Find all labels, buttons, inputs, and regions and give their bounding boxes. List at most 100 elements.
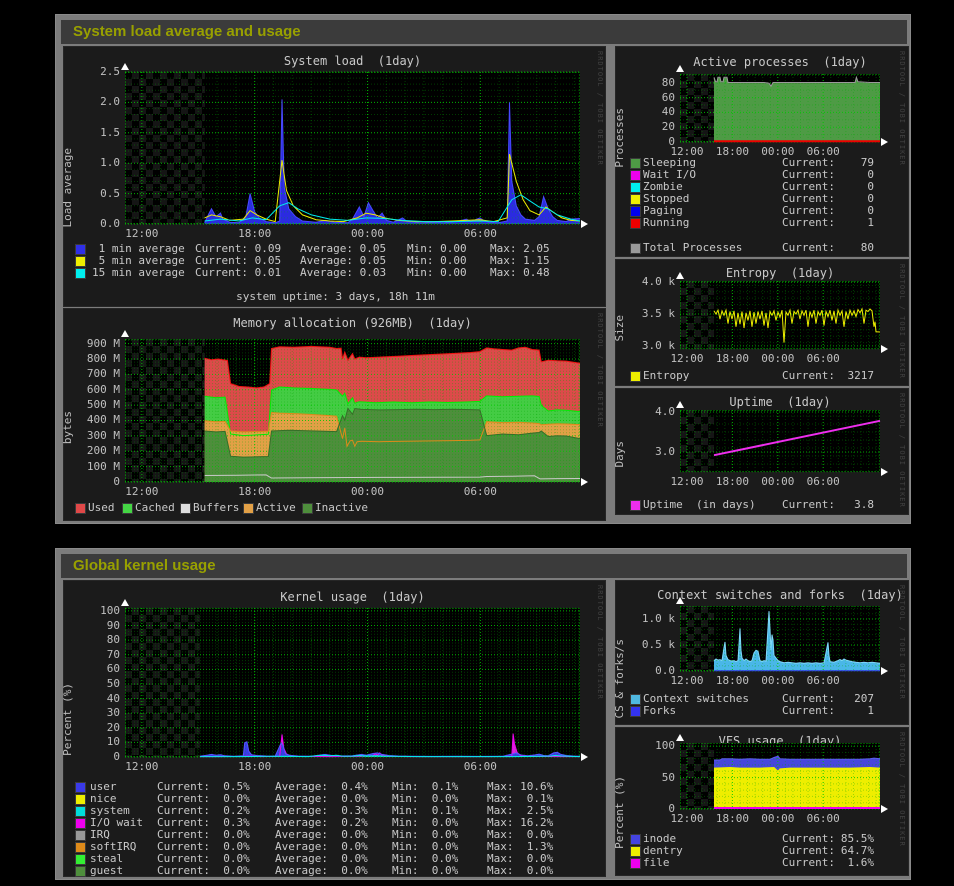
- x-tick-label: 06:00: [463, 760, 497, 773]
- chart-title: Uptime (1day): [729, 395, 831, 409]
- x-tick-label: 00:00: [761, 352, 795, 365]
- legend-current-label: Current:: [782, 692, 835, 705]
- y-tick-label: 50: [661, 770, 675, 784]
- x-tick-label: 00:00: [350, 485, 385, 498]
- y-axis-arrow-icon: [121, 599, 129, 606]
- y-axis-arrow-icon: [676, 597, 684, 604]
- legend-current-value: 1: [867, 704, 874, 717]
- legend-stat: Max: 2.05: [490, 242, 550, 255]
- legend-current-label: Current:: [782, 844, 835, 857]
- legend-current-value: 0: [867, 168, 874, 181]
- legend-label: system: [90, 804, 130, 817]
- legend-label: IRQ: [90, 828, 110, 841]
- y-tick-label: 1.5: [100, 125, 120, 139]
- y-tick-label: 60: [106, 662, 120, 676]
- y-tick-label: 20: [106, 720, 120, 734]
- y-tick-label: 0: [668, 135, 675, 148]
- legend-color-box: [75, 268, 86, 279]
- nodata-region: [680, 410, 714, 472]
- x-axis-arrow-icon: [881, 468, 888, 476]
- legend-label: Zombie: [643, 180, 683, 193]
- x-tick-label: 06:00: [806, 352, 840, 365]
- nodata-region: [680, 74, 714, 142]
- section-header-system-load: System load average and usage: [61, 20, 907, 44]
- plot-canvas: [680, 410, 881, 473]
- entropy-chart[interactable]: Entropy (1day) Size 3.0 k 3.5 k 4.0 k 12:00 18…: [613, 259, 909, 386]
- legend-stat: Current: 0.05: [195, 254, 282, 267]
- rrdtool-watermark: RRDTOOL / TOBI OETIKER: [596, 51, 604, 166]
- legend-stat: Min: 0.0%: [392, 816, 459, 829]
- x-axis-arrow-icon: [881, 805, 888, 813]
- legend-color-box: [630, 846, 641, 857]
- legend-current-value: 80: [860, 241, 874, 254]
- system-load-chart[interactable]: System load (1day) Load average 0.0 0.5 1.0 1…: [61, 46, 606, 307]
- legend-stat: Average: 0.4%: [275, 780, 368, 793]
- chart-title: Context switches and forks (1day): [657, 588, 903, 602]
- x-tick-label: 18:00: [715, 674, 749, 687]
- legend-color-box: [302, 503, 313, 514]
- legend-label: 5 min average: [92, 254, 185, 267]
- x-tick-label: 18:00: [238, 760, 272, 773]
- plot-canvas: [680, 743, 881, 810]
- legend-current-value: 85.5%: [840, 832, 874, 845]
- legend-label: Forks: [643, 704, 677, 717]
- x-tick-label: 00:00: [761, 475, 795, 488]
- legend-stat: Max: 1.3%: [487, 840, 554, 853]
- legend-color-box: [180, 503, 191, 514]
- x-axis-arrow-icon: [881, 345, 888, 353]
- y-tick-label: 600 M: [86, 382, 120, 396]
- memory-allocation-chart[interactable]: Memory allocation (926MB) (1day) bytes 0 10…: [61, 308, 606, 521]
- chart-title: Memory allocation (926MB) (1day): [233, 316, 472, 330]
- y-tick-label: 100 M: [86, 459, 120, 473]
- legend-current-label: Current:: [782, 168, 835, 181]
- legend-color-box: [630, 194, 641, 205]
- section-title: Global kernel usage: [73, 557, 216, 574]
- uptime-chart[interactable]: Uptime (1day) Days 3.0 4.0 12:00 18:00 00:00 06…: [613, 388, 909, 515]
- legend-stat: Max: 2.5%: [487, 804, 554, 817]
- y-tick-label: 30: [106, 706, 120, 720]
- legend-current-value: 0: [867, 192, 874, 205]
- x-axis-arrow-icon: [581, 220, 588, 228]
- legend-stat: Average: 0.0%: [275, 864, 368, 877]
- legend-color-box: [630, 371, 641, 382]
- legend-stat: Current: 0.09: [195, 242, 282, 255]
- legend-stat: Average: 0.05: [300, 242, 387, 255]
- rrdtool-watermark: RRDTOOL / TOBI OETIKER: [898, 393, 906, 508]
- legend-current-label: Current:: [782, 498, 835, 511]
- legend-color-box: [75, 830, 86, 841]
- y-tick-label: 300 M: [86, 428, 120, 442]
- y-tick-label: 3.0: [655, 445, 675, 458]
- context-switches-chart[interactable]: Context switches and forks (1day) CS & fo…: [613, 580, 909, 725]
- kernel-usage-chart[interactable]: Kernel usage (1day) Percent (%) 0 10 20 30 40 5…: [61, 580, 606, 877]
- x-tick-label: 06:00: [806, 674, 840, 687]
- legend-current-value: 3.8: [854, 498, 874, 511]
- plot-canvas: [125, 71, 581, 225]
- x-tick-label: 18:00: [715, 812, 749, 825]
- legend-current-value: 3217: [847, 369, 875, 382]
- y-tick-label: 100: [100, 603, 120, 617]
- legend-stat: Min: 0.0%: [392, 864, 459, 877]
- active-processes-chart[interactable]: Active processes (1day) Processes 0 20 40 60 8…: [613, 46, 909, 257]
- y-tick-label: 40: [661, 105, 675, 119]
- x-tick-label: 18:00: [715, 352, 749, 365]
- legend-current-label: Current:: [782, 369, 835, 382]
- x-tick-label: 06:00: [463, 227, 497, 240]
- legend-label: dentry: [643, 844, 683, 857]
- legend-stat: Max: 0.1%: [487, 792, 554, 805]
- x-tick-label: 12:00: [125, 485, 159, 498]
- legend-label: Entropy: [643, 369, 690, 382]
- x-axis-arrow-icon: [581, 753, 588, 761]
- x-tick-label: 06:00: [806, 475, 840, 488]
- y-tick-label: 50: [106, 676, 120, 690]
- legend-label: inode: [643, 832, 677, 845]
- y-tick-label: 0: [113, 475, 120, 488]
- x-tick-label: 18:00: [238, 485, 272, 498]
- legend-current-value: 1.6%: [847, 856, 875, 869]
- vfs-usage-chart[interactable]: VFS usage (1day) Percent (%) 0 50 100 12:00 18…: [613, 727, 909, 876]
- legend-color-box: [630, 500, 641, 511]
- x-tick-label: 12:00: [670, 674, 704, 687]
- legend-label: steal: [90, 852, 124, 865]
- x-axis-arrow-icon: [881, 667, 888, 675]
- y-tick-label: 400 M: [86, 413, 120, 427]
